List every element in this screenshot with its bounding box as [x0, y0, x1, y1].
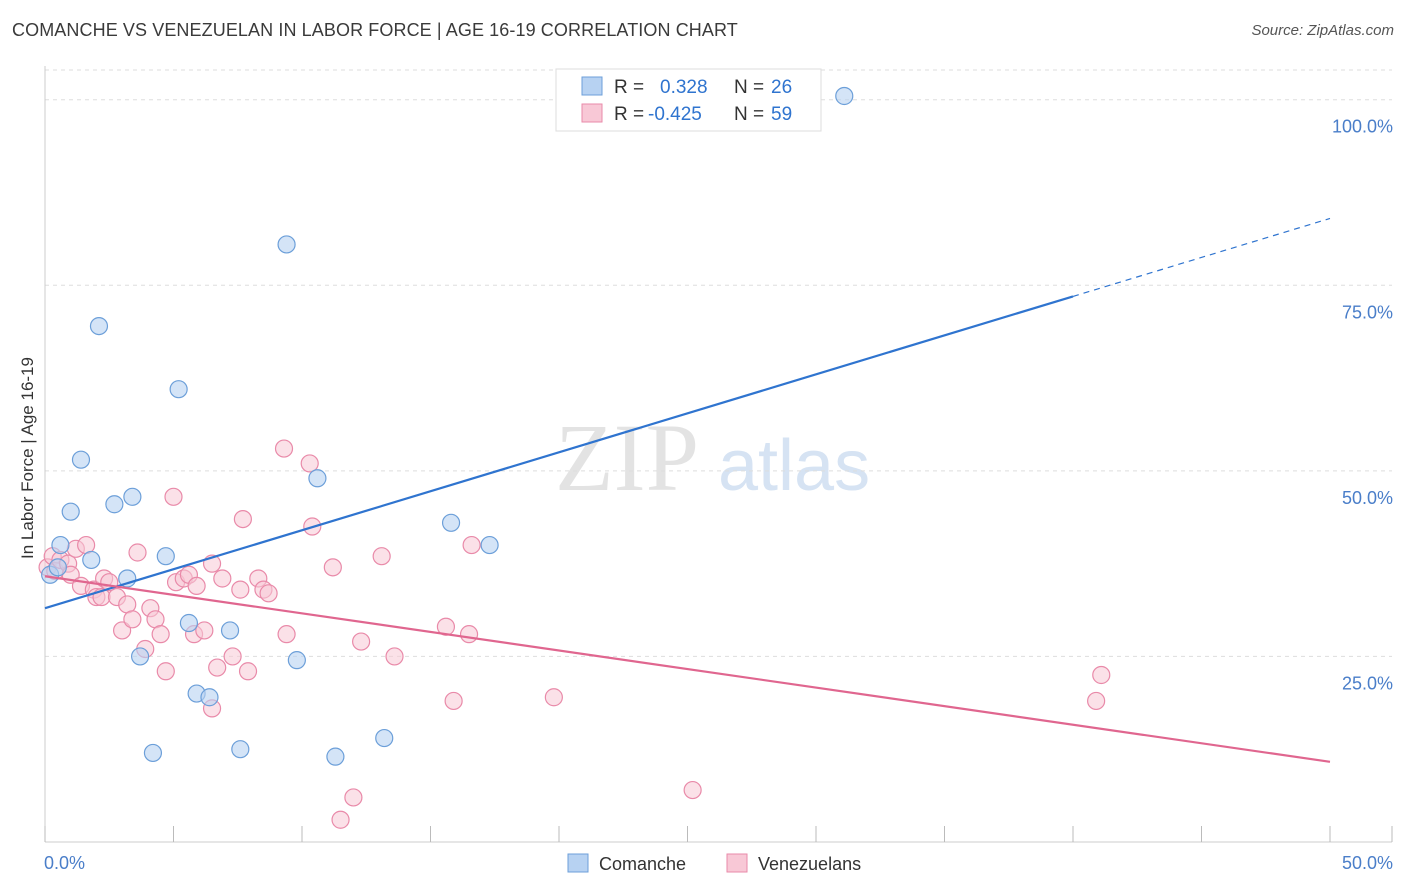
comanche-point [71, 450, 91, 469]
legend-r-value-1: 0.328 [660, 77, 708, 98]
comanche-point [480, 535, 499, 555]
source-label: Source: ZipAtlas.com [1251, 22, 1394, 39]
legend-r-label-2: R = [614, 104, 644, 125]
comanche-point [277, 235, 296, 254]
y-tick-label: 100.0% [1332, 117, 1393, 137]
comanche-point [220, 621, 240, 640]
venezuelan-point [1092, 665, 1111, 685]
venezuelan-point [544, 688, 563, 707]
chart-title: COMANCHE VS VENEZUELAN IN LABOR FORCE | … [12, 20, 738, 40]
venezuelan-point [223, 647, 242, 666]
comanche-point [200, 688, 219, 707]
comanche-point [231, 740, 250, 759]
venezuelan-point [259, 584, 278, 603]
venezuelan-point [128, 543, 147, 562]
comanche-point [308, 469, 327, 488]
legend-n-value-2: 59 [771, 104, 792, 125]
venezuelan-point [444, 691, 463, 711]
y-tick-label: 25.0% [1342, 673, 1393, 693]
venezuelan-point [208, 658, 227, 677]
comanche-point [441, 513, 461, 532]
bottom-legend-comanche: Comanche [599, 854, 686, 874]
venezuelan-point [300, 454, 319, 473]
comanche-point [326, 747, 345, 766]
y-tick-label: 50.0% [1342, 488, 1393, 508]
venezuelan-point [213, 569, 232, 588]
venezuelan-point [274, 439, 294, 458]
comanche-point [123, 487, 142, 506]
comanche-point [287, 651, 306, 670]
bottom-legend-venezuelans: Venezuelans [758, 854, 861, 874]
comanche-point [375, 728, 394, 748]
comanche-point [61, 502, 80, 521]
venezuelan-point [164, 487, 183, 506]
venezuelan-point [151, 625, 170, 644]
legend-r-value-2: -0.425 [648, 104, 702, 125]
bottom-legend-swatch-comanche [567, 853, 589, 873]
comanche-points [41, 86, 854, 766]
venezuelan-point [352, 632, 371, 651]
comanche-point [130, 647, 150, 666]
comanche-point [169, 380, 188, 399]
stats-legend: R = 0.328 N = 26 R = -0.425 N = 59 [555, 68, 822, 132]
venezuelan-point [372, 547, 391, 566]
trend-lines [44, 217, 1331, 763]
x-tick-labels: 0.0% 50.0% [44, 853, 1393, 873]
venezuelan-point [231, 580, 250, 599]
venezuelan-point [277, 625, 296, 644]
venezuelan-point [1087, 691, 1106, 711]
venezuelan-points [38, 439, 1111, 829]
legend-r-label-1: R = [614, 77, 644, 98]
axes [44, 66, 1393, 843]
comanche-point [89, 316, 109, 336]
venezuelan-point [331, 810, 350, 829]
venezuelan-point [233, 509, 252, 529]
x-tick-label: 0.0% [44, 853, 85, 873]
comanche-point [48, 558, 67, 577]
venezuelan-point [195, 621, 214, 640]
comanche-point [51, 535, 70, 555]
y-axis-label: In Labor Force | Age 16-19 [18, 357, 37, 559]
venezuelan-point [112, 621, 132, 640]
venezuelan-point [462, 535, 481, 555]
y-tick-label: 75.0% [1342, 302, 1393, 322]
x-tick-label: 50.0% [1342, 853, 1393, 873]
legend-swatch-comanche [581, 76, 603, 96]
venezuelan-point [187, 576, 206, 596]
comanche-point [105, 495, 124, 514]
legend-swatch-venezuelan [581, 103, 603, 123]
comanche-point [82, 550, 101, 570]
venezuelan-point [323, 558, 342, 577]
series-legend: Comanche Venezuelans [567, 853, 861, 874]
comanche-trend-line [44, 295, 1074, 610]
comanche-trend-extension [1072, 217, 1331, 297]
comanche-point [156, 547, 175, 566]
venezuelan-point [238, 662, 258, 681]
bottom-legend-swatch-venezuelan [726, 853, 748, 873]
comanche-point [835, 86, 854, 106]
legend-n-label-2: N = [734, 104, 764, 125]
venezuelan-trend-line [44, 575, 1331, 763]
venezuelan-point [459, 625, 479, 644]
watermark-atlas: atlas [718, 426, 870, 506]
gridlines [45, 69, 1392, 657]
venezuelan-point [156, 662, 175, 681]
comanche-point [143, 743, 163, 763]
comanche-point [179, 613, 199, 633]
legend-n-label-1: N = [734, 77, 764, 98]
venezuelan-point [385, 647, 404, 666]
y-tick-labels: 25.0% 50.0% 75.0% 100.0% [1332, 117, 1393, 694]
legend-n-value-1: 26 [771, 77, 792, 98]
watermark-zip: ZIP [555, 404, 699, 511]
venezuelan-point [683, 780, 702, 800]
venezuelan-point [123, 610, 142, 629]
venezuelan-point [344, 788, 363, 807]
